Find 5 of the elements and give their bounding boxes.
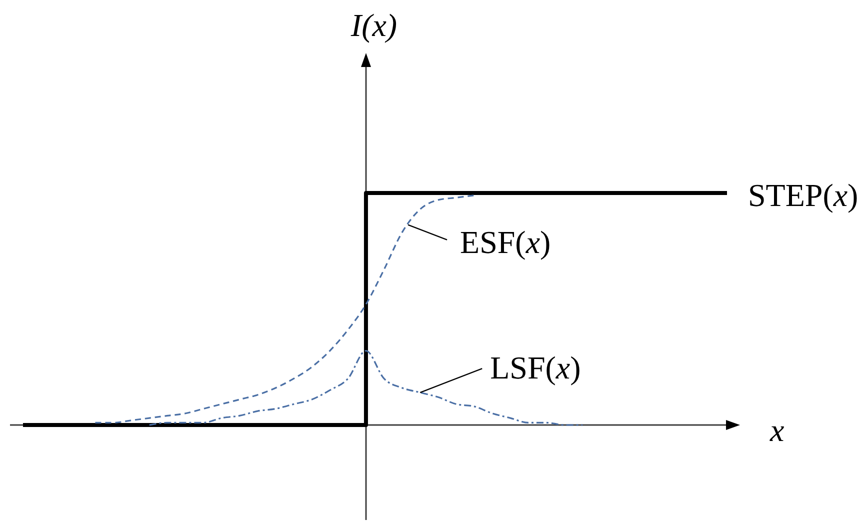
annotation: LSF(x) xyxy=(490,350,581,386)
x-axis-title: x xyxy=(769,412,784,448)
series-label: STEP(x) xyxy=(748,177,858,213)
annotation: ESF(x) xyxy=(460,224,551,260)
y-axis-title: I(x) xyxy=(350,7,398,43)
